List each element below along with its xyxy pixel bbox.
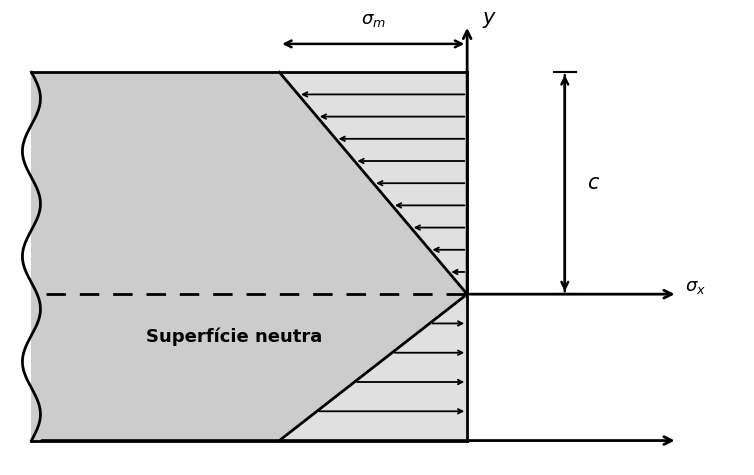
Text: $\sigma_x$: $\sigma_x$	[685, 278, 706, 296]
Text: $y$: $y$	[482, 10, 498, 30]
Text: Superfície neutra: Superfície neutra	[146, 327, 323, 346]
Polygon shape	[279, 294, 467, 440]
Text: $c$: $c$	[587, 173, 600, 193]
Polygon shape	[32, 72, 467, 440]
Text: $\sigma_m$: $\sigma_m$	[361, 11, 385, 29]
Polygon shape	[279, 72, 467, 294]
